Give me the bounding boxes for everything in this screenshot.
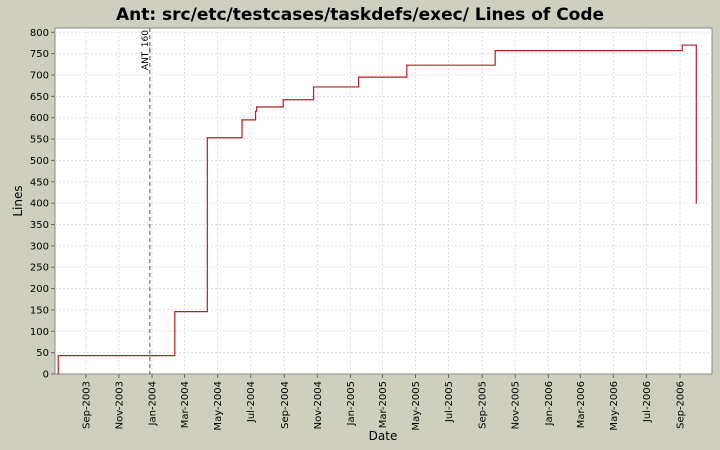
x-tick-label: May-2004: [213, 381, 224, 431]
x-tick-label: Mar-2006: [576, 381, 587, 428]
x-tick-label: Jul-2005: [444, 381, 455, 423]
y-tick-label: 300: [30, 241, 49, 252]
data-point: [256, 106, 258, 108]
x-tick-label: Sep-2006: [676, 381, 687, 429]
y-tick-label: 100: [30, 327, 49, 338]
data-point: [254, 110, 257, 112]
y-tick-label: 0: [43, 370, 49, 381]
x-tick-label: Sep-2005: [478, 381, 489, 429]
y-tick-label: 400: [30, 199, 49, 210]
data-point: [174, 311, 176, 313]
y-axis: 0 50 100 150 200 250 300 350 400 450 500 550 600 650 7…: [30, 28, 55, 381]
data-point: [695, 202, 697, 204]
y-axis-label: Lines: [11, 185, 25, 216]
chart-title: Ant: src/etc/testcases/taskdefs/exec/ Li…: [116, 5, 604, 25]
marker-label: ANT_160: [141, 30, 151, 70]
y-tick-label: 500: [30, 156, 49, 167]
y-tick-label: 550: [30, 135, 49, 146]
y-tick-label: 350: [30, 220, 49, 231]
release-markers: ANT_160: [141, 28, 151, 374]
data-point: [695, 44, 697, 46]
x-tick-label: Jul-2006: [642, 381, 653, 423]
y-tick-label: 450: [30, 177, 49, 188]
plot-area: [54, 27, 713, 375]
x-axis: Sep-2003 Nov-2003 Jan-2004 Mar-2004 May-2004…: [81, 374, 687, 431]
y-tick-label: 700: [30, 70, 49, 81]
x-tick-label: Jan-2006: [544, 381, 555, 426]
x-tick-label: Sep-2004: [280, 381, 291, 429]
x-tick-label: Mar-2004: [180, 381, 191, 428]
data-point: [57, 355, 59, 357]
x-tick-label: Mar-2005: [378, 381, 389, 428]
data-point: [494, 50, 496, 52]
y-tick-label: 250: [30, 263, 49, 274]
series-group: [57, 44, 697, 375]
series-line: [57, 44, 697, 374]
data-point: [282, 99, 284, 101]
x-tick-label: May-2006: [609, 381, 620, 431]
x-tick-label: Nov-2005: [511, 381, 522, 429]
data-point: [406, 64, 408, 66]
x-tick-label: May-2005: [411, 381, 422, 431]
y-tick-label: 200: [30, 284, 49, 295]
x-tick-label: Sep-2003: [81, 381, 92, 429]
y-tick-label: 150: [30, 305, 49, 316]
y-tick-label: 800: [30, 28, 49, 39]
data-point: [57, 373, 59, 375]
y-tick-label: 650: [30, 92, 49, 103]
y-tick-label: 50: [36, 348, 49, 359]
data-point: [312, 86, 315, 88]
data-point: [241, 119, 243, 121]
x-tick-label: Nov-2003: [114, 381, 125, 429]
x-axis-label: Date: [369, 429, 398, 443]
x-tick-label: Jan-2004: [148, 381, 159, 426]
y-tick-label: 750: [30, 49, 49, 60]
data-point: [357, 76, 360, 78]
data-point: [206, 137, 208, 139]
x-tick-label: Jul-2004: [246, 381, 257, 423]
grid-lines: [55, 28, 712, 374]
y-tick-label: 600: [30, 113, 49, 124]
x-tick-label: Nov-2004: [313, 381, 324, 429]
data-point: [681, 44, 683, 46]
x-tick-label: Jan-2005: [346, 381, 357, 426]
